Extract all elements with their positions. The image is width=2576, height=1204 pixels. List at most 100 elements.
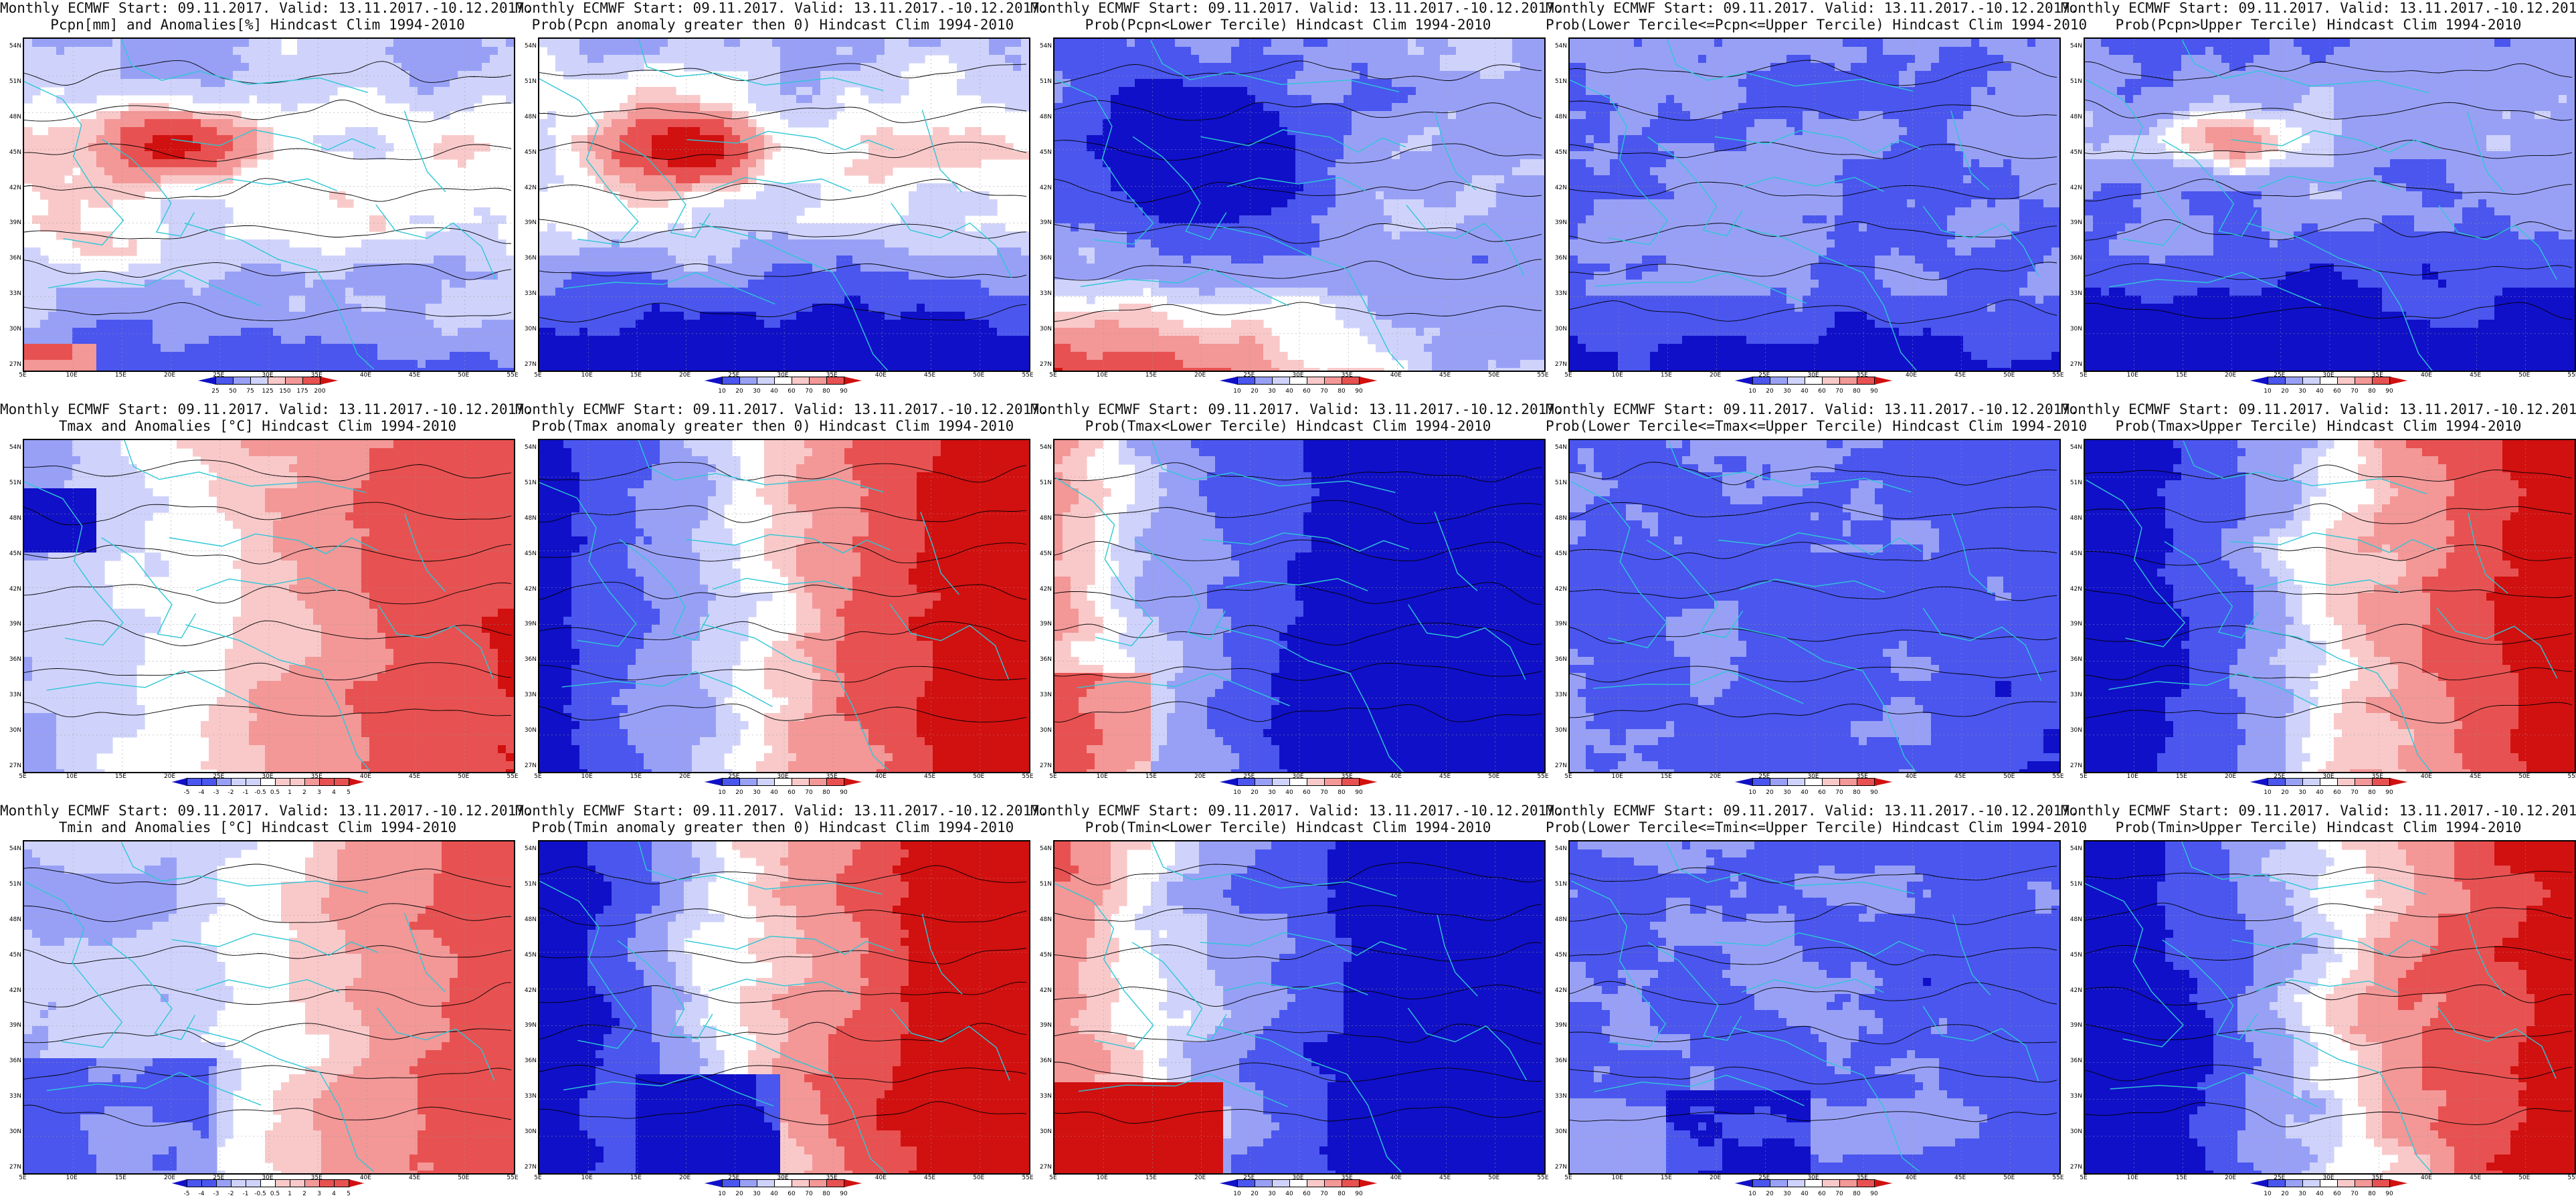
longitude-label: 55E — [2567, 372, 2576, 379]
colorbar-segment — [757, 377, 775, 385]
forecast-field — [1570, 841, 2059, 1173]
latitude-label: 45N — [1547, 149, 1567, 156]
colorbar-tick-label: 10 — [2264, 388, 2271, 395]
longitude-label: 20E — [1710, 1175, 1721, 1181]
colorbar-tick-label: 30 — [1783, 388, 1790, 395]
map-title: Monthly ECMWF Start: 09.11.2017. Valid: … — [515, 401, 1048, 435]
longitude-label: 35E — [1857, 1175, 1868, 1181]
latitude-label: 39N — [1032, 219, 1052, 226]
longitude-label: 30E — [777, 1175, 788, 1181]
latitude-label: 51N — [517, 881, 537, 888]
map-panel: Monthly ECMWF Start: 09.11.2017. Valid: … — [1030, 401, 1564, 803]
colorbar-segment — [260, 778, 276, 786]
longitude-label: 15E — [115, 773, 126, 780]
latitude-label: 54N — [2062, 444, 2082, 451]
latitude-label: 45N — [1, 952, 21, 959]
colorbar-segment — [1237, 778, 1255, 786]
longitude-label: 45E — [924, 372, 935, 379]
longitude-label: 20E — [1710, 372, 1721, 379]
longitude-label: 30E — [262, 773, 273, 780]
map-panel: Monthly ECMWF Start: 09.11.2017. Valid: … — [1030, 0, 1564, 401]
colorbar-tick-label: 90 — [1355, 388, 1362, 395]
colorbar-segment — [2355, 1179, 2373, 1187]
longitude-label: 15E — [630, 372, 642, 379]
longitude-label: 50E — [2003, 773, 2015, 780]
longitude-label: 25E — [728, 1175, 739, 1181]
longitude-label: 5E — [19, 372, 26, 379]
contour-lines — [24, 60, 512, 321]
colorbar-tick-label: 4 — [332, 1191, 336, 1197]
longitude-label: 40E — [1906, 1175, 1917, 1181]
colorbar-segment — [187, 1179, 202, 1187]
contour-lines — [539, 63, 1027, 322]
colorbar-tick-label: 70 — [1835, 789, 1843, 796]
longitude-label: 25E — [213, 773, 224, 780]
shaded-field — [1570, 841, 2059, 1173]
latitude-label: 42N — [2062, 586, 2082, 593]
longitude-label: 10E — [66, 1175, 78, 1181]
longitude-label: 15E — [1661, 773, 1672, 780]
longitude-label: 40E — [360, 372, 371, 379]
latitude-label: 33N — [2062, 290, 2082, 297]
colorbar-tick-label: 5 — [347, 789, 351, 796]
colorbar-segment — [1787, 778, 1805, 786]
colorbar-segment — [2302, 1179, 2320, 1187]
colorbar-tick-label: 90 — [1870, 789, 1877, 796]
longitude-label: 25E — [1758, 372, 1770, 379]
forecast-field — [1570, 39, 2059, 371]
colorbar-segment — [1805, 1179, 1823, 1187]
map-panel: Monthly ECMWF Start: 09.11.2017. Valid: … — [0, 0, 533, 401]
latitude-label: 48N — [1547, 114, 1567, 120]
colorbar-tick-label: 3 — [317, 1191, 321, 1197]
colorbar-segment — [304, 778, 320, 786]
latitude-label: 33N — [1, 290, 21, 297]
colorbar — [1735, 377, 1892, 386]
colorbar-segment — [290, 778, 305, 786]
colorbar-tick-label: 10 — [1233, 1191, 1240, 1197]
colorbar-tick-label: 30 — [2298, 1191, 2306, 1197]
map-title-line2: Prob(Tmin>Upper Tercile) Hindcast Clim 1… — [2061, 819, 2576, 836]
longitude-label: 20E — [1194, 372, 1206, 379]
longitude-label: 5E — [1564, 773, 1572, 780]
map-panel: Monthly ECMWF Start: 09.11.2017. Valid: … — [1546, 0, 2087, 401]
latitude-label: 33N — [2062, 1093, 2082, 1100]
latitude-label: 42N — [1032, 586, 1052, 593]
contour-lines — [1570, 60, 2057, 324]
latitude-label: 30N — [1, 1128, 21, 1135]
latitude-label: 45N — [517, 550, 537, 557]
colorbar-segment — [2355, 377, 2373, 385]
map-title: Monthly ECMWF Start: 09.11.2017. Valid: … — [2061, 803, 2576, 836]
colorbar-tick-label: -2 — [228, 1191, 234, 1197]
colorbar-segment — [757, 778, 775, 786]
longitude-label: 40E — [1390, 773, 1402, 780]
longitude-label: 10E — [1097, 372, 1108, 379]
latitude-label: 42N — [1, 987, 21, 994]
map-title-line1: Monthly ECMWF Start: 09.11.2017. Valid: … — [1546, 803, 2079, 819]
colorbar-tick-label: 20 — [1766, 789, 1773, 796]
colorbar-tick-label: 70 — [805, 1191, 812, 1197]
latitude-label: 51N — [2062, 480, 2082, 486]
map-title-line1: Monthly ECMWF Start: 09.11.2017. Valid: … — [2061, 803, 2576, 819]
longitude-label: 30E — [1292, 1175, 1303, 1181]
colorbar-segment — [275, 778, 290, 786]
latitude-label: 39N — [1547, 1022, 1567, 1029]
colorbar-segment — [260, 1179, 276, 1187]
colorbar-segment — [1307, 1179, 1325, 1187]
colorbar-tick-label: 40 — [2316, 1191, 2323, 1197]
map-title-line1: Monthly ECMWF Start: 09.11.2017. Valid: … — [2061, 401, 2576, 418]
colorbar-segment — [2250, 778, 2268, 786]
colorbar-segment — [2320, 377, 2338, 385]
latitude-label: 51N — [1, 480, 21, 486]
latitude-label: 42N — [1032, 185, 1052, 191]
longitude-label: 45E — [924, 773, 935, 780]
latitude-label: 48N — [2062, 916, 2082, 923]
latitude-label: 30N — [1547, 727, 1567, 734]
longitude-label: 5E — [534, 1175, 541, 1181]
latitude-label: 48N — [1, 515, 21, 522]
colorbar-segment — [2268, 778, 2286, 786]
colorbar-tick-label: -1 — [243, 1191, 249, 1197]
coastlines-borders — [539, 440, 1010, 771]
longitude-label: 30E — [1807, 1175, 1819, 1181]
map-panel: Monthly ECMWF Start: 09.11.2017. Valid: … — [515, 803, 1048, 1204]
colorbar-segment — [268, 377, 286, 385]
